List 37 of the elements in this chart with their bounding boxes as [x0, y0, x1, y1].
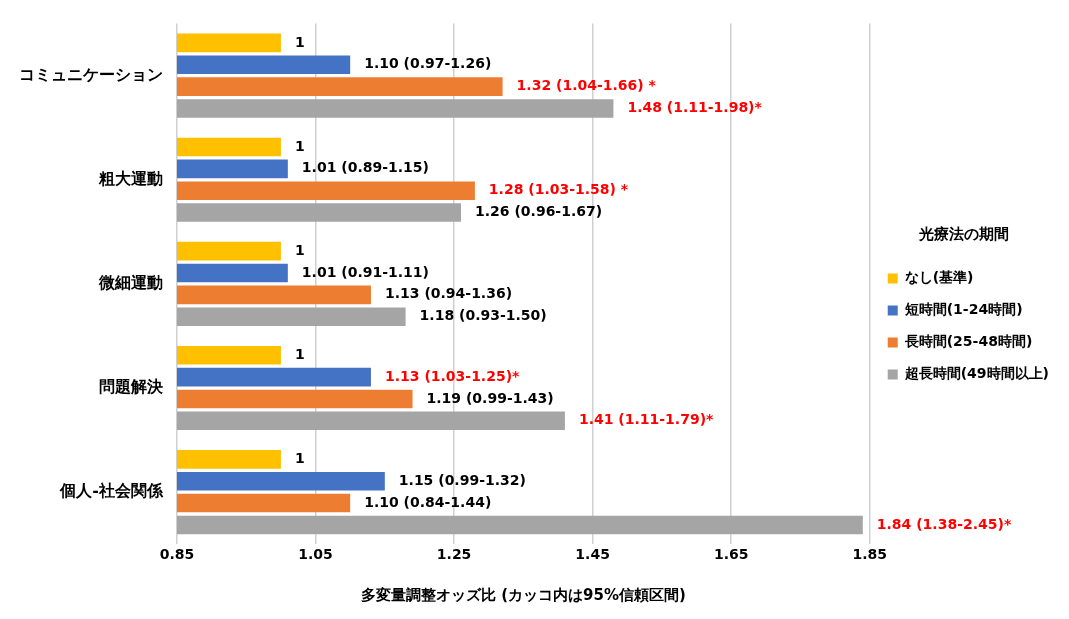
data-label: 1.32 (1.04-1.66) * [516, 77, 657, 94]
data-label: 1 [294, 33, 305, 50]
data-label: 1.15 (0.99-1.32) [398, 471, 526, 488]
data-label: 1.01 (0.91-1.11) [301, 263, 429, 280]
data-label: 1 [294, 345, 305, 362]
x-tick-label: 1.85 [852, 546, 887, 563]
data-label: 1.26 (0.96-1.67) [475, 203, 603, 220]
x-tick-label: 1.65 [713, 546, 749, 563]
data-label: 1.28 (1.03-1.58) * [488, 181, 629, 198]
y-tick-label: コミュニケーション [19, 64, 163, 84]
x-tick-label: 0.85 [159, 546, 195, 563]
legend-label: 短時間(1-24時間) [903, 301, 1023, 318]
y-tick-label: 問題解決 [99, 377, 164, 397]
data-label: 1.18 (0.93-1.50) [419, 307, 547, 324]
data-label: 1.13 (1.03-1.25)* [384, 367, 521, 384]
data-label: 1.41 (1.11-1.79)* [578, 411, 715, 428]
data-label: 1.13 (0.94-1.36) [384, 285, 513, 302]
y-tick-label: 個人-社会関係 [59, 481, 164, 501]
data-label: 1.48 (1.11-1.98)* [627, 99, 763, 116]
x-tick-label: 1.05 [298, 546, 333, 563]
legend-title: 光療法の期間 [918, 224, 1010, 243]
data-label: 1 [294, 449, 305, 466]
y-tick-label: 微細運動 [98, 273, 163, 293]
data-label: 1.10 (0.97-1.26) [364, 55, 492, 72]
data-label: 1.10 (0.84-1.44) [364, 493, 492, 510]
data-label: 1 [294, 241, 305, 258]
data-label: 1 [294, 137, 305, 154]
legend-label: 超長時間(49時間以上) [903, 365, 1049, 382]
y-tick-label: 粗大運動 [98, 168, 163, 188]
data-label: 1.01 (0.89-1.15) [301, 159, 429, 176]
data-label: 1.19 (0.99-1.43) [426, 389, 554, 406]
x-axis-title: 多変量調整オッズ比 (カッコ内は95%信頼区間) [360, 585, 686, 604]
legend-label: 長時間(25-48時間) [903, 333, 1033, 350]
x-tick-label: 1.45 [575, 546, 610, 563]
legend-label: なし(基準) [904, 269, 974, 286]
data-label: 1.84 (1.38-2.45)* [876, 515, 1012, 532]
x-tick-label: 1.25 [436, 546, 472, 563]
